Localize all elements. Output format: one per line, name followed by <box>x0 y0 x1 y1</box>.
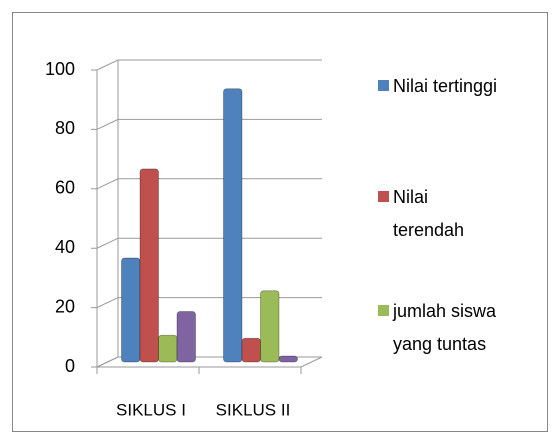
legend-entry: jumlah siswa yang tuntas <box>378 295 518 361</box>
y-tick-label: 100 <box>45 59 75 79</box>
bar <box>121 257 141 363</box>
grid-line <box>91 118 322 130</box>
legend-entry: Nilai terendah <box>378 181 493 247</box>
legend-label: Nilai terendah <box>393 187 465 240</box>
x-tick-label: SIKLUS I <box>116 400 186 419</box>
bar <box>241 337 261 363</box>
grid-line <box>91 59 322 71</box>
y-tick-label: 80 <box>55 118 75 138</box>
bar <box>139 168 159 363</box>
y-tick-label: 0 <box>65 356 75 376</box>
legend-label: jumlah siswa yang tuntas <box>393 301 497 354</box>
y-tick-label: 40 <box>55 237 75 257</box>
legend-swatch <box>378 80 389 91</box>
y-tick-label: 60 <box>55 178 75 198</box>
x-tick-label: SIKLUS II <box>216 400 291 419</box>
grid-line <box>91 356 322 368</box>
bar <box>223 88 243 363</box>
bar <box>158 334 178 363</box>
legend-entry: Nilai tertinggi <box>378 70 553 103</box>
legend-swatch <box>378 191 389 202</box>
legend-label: Nilai tertinggi <box>393 76 498 96</box>
y-tick-label: 20 <box>55 296 75 316</box>
grid-line <box>91 178 322 190</box>
bar <box>278 355 298 363</box>
bar <box>260 290 280 363</box>
grid-line <box>91 297 322 309</box>
legend-swatch <box>378 305 389 316</box>
bar <box>176 311 196 363</box>
grid-line <box>91 237 322 249</box>
